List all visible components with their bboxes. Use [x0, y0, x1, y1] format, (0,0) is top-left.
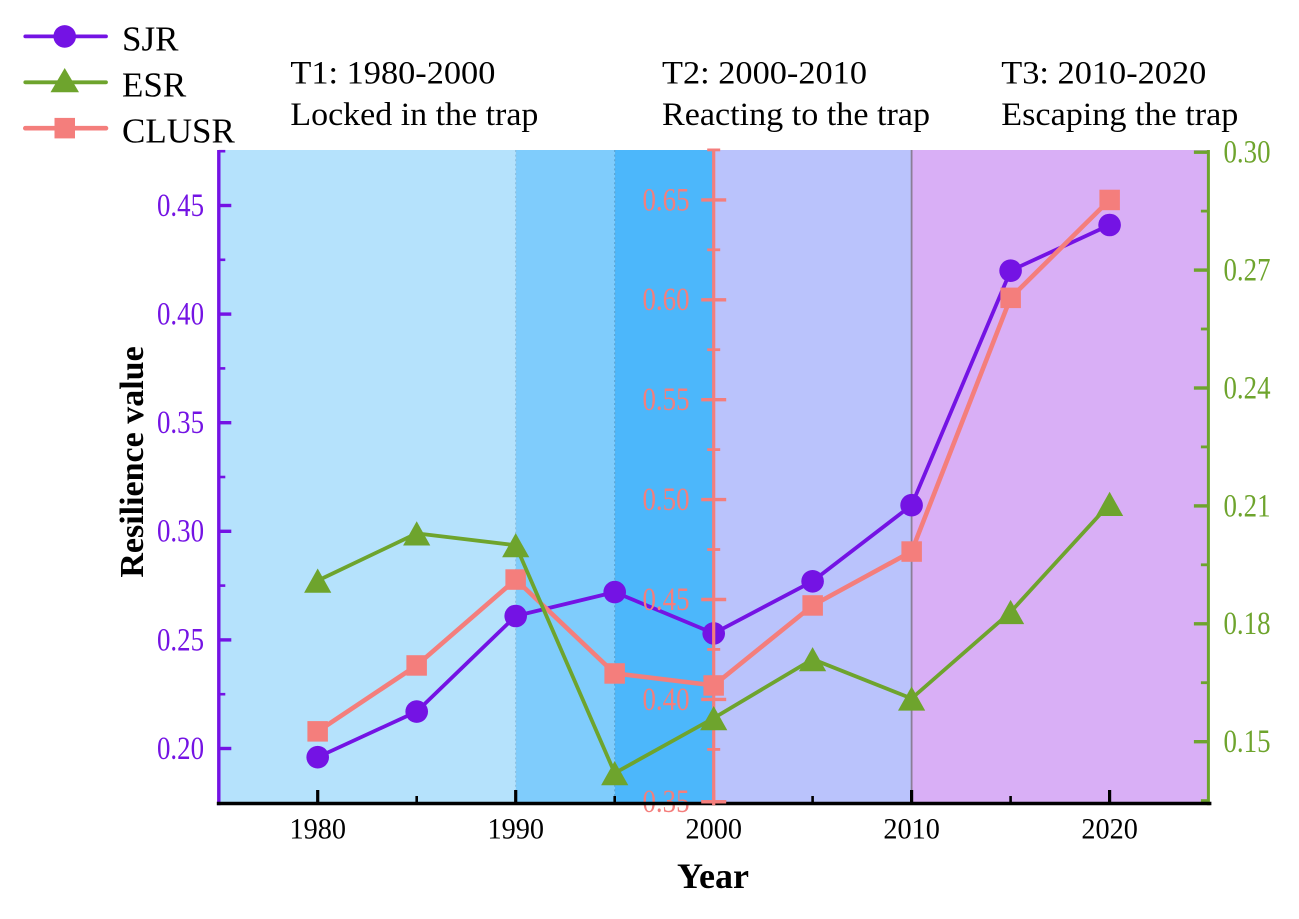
svg-text:0.18: 0.18: [1224, 606, 1271, 642]
svg-text:0.65: 0.65: [643, 182, 690, 218]
svg-text:ESR: ESR: [122, 66, 187, 105]
svg-text:Escaping the trap: Escaping the trap: [1001, 97, 1238, 133]
svg-text:0.40: 0.40: [643, 682, 690, 718]
svg-text:0.24: 0.24: [1224, 370, 1271, 406]
svg-text:CLUSR: CLUSR: [122, 111, 235, 150]
svg-text:0.45: 0.45: [157, 188, 204, 224]
svg-text:0.30: 0.30: [1224, 135, 1271, 171]
svg-text:2010: 2010: [883, 813, 940, 846]
svg-text:Reacting to the trap: Reacting to the trap: [662, 97, 930, 133]
svg-text:0.25: 0.25: [157, 622, 204, 658]
svg-text:T3: 2010-2020: T3: 2010-2020: [1001, 56, 1206, 92]
svg-text:2000: 2000: [685, 813, 742, 846]
svg-text:T1: 1980-2000: T1: 1980-2000: [290, 56, 495, 92]
svg-text:0.20: 0.20: [157, 731, 204, 767]
svg-text:0.50: 0.50: [643, 482, 690, 518]
svg-text:0.45: 0.45: [643, 582, 690, 618]
svg-text:1980: 1980: [289, 813, 346, 846]
svg-text:0.35: 0.35: [157, 405, 204, 441]
svg-text:0.21: 0.21: [1224, 488, 1271, 524]
svg-text:0.55: 0.55: [643, 382, 690, 418]
svg-text:0.40: 0.40: [157, 297, 204, 333]
svg-text:Year: Year: [677, 856, 749, 896]
svg-text:0.15: 0.15: [1224, 724, 1271, 760]
svg-text:T2: 2000-2010: T2: 2000-2010: [662, 56, 867, 92]
svg-text:Locked in the trap: Locked in the trap: [290, 97, 538, 133]
svg-text:SJR: SJR: [122, 20, 179, 59]
svg-text:2020: 2020: [1081, 813, 1138, 846]
svg-text:0.60: 0.60: [643, 282, 690, 318]
svg-text:0.27: 0.27: [1224, 253, 1271, 289]
svg-text:0.30: 0.30: [157, 514, 204, 550]
svg-text:Resilience value: Resilience value: [114, 346, 151, 577]
svg-text:1990: 1990: [487, 813, 544, 846]
